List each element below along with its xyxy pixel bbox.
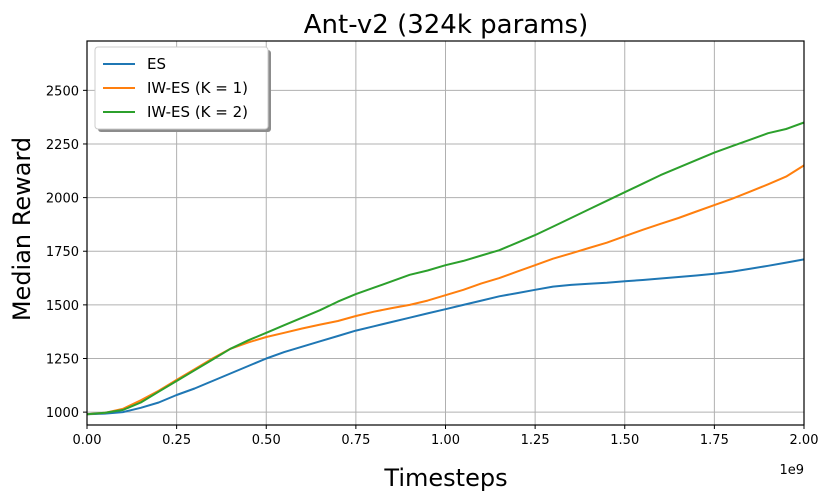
x-ticks: 0.00 0.25 0.50 0.75 1.00 1.25 1.50 1.75 2.00 (73, 425, 819, 448)
x-offset-label: 1e9 (779, 463, 804, 478)
x-tick-label: 1.25 (521, 433, 550, 448)
x-tick-label: 1.75 (700, 433, 729, 448)
x-tick-label: 0.25 (162, 433, 191, 448)
y-axis-label: Median Reward (8, 137, 36, 321)
y-tick-label: 2250 (46, 138, 79, 153)
chart-title: Ant-v2 (324k params) (304, 10, 589, 40)
y-ticks: 1000 1250 1500 1750 2000 2250 2500 (46, 84, 87, 421)
series-line-3 (86, 121, 805, 416)
legend-label: IW-ES (K = 1) (147, 79, 248, 97)
legend-label: IW-ES (K = 2) (147, 103, 248, 121)
legend-box (94, 46, 269, 130)
y-tick-label: 1750 (46, 245, 79, 260)
y-tick-label: 1000 (46, 406, 79, 421)
y-tick-label: 1500 (46, 299, 79, 314)
y-tick-label: 2000 (46, 192, 79, 207)
x-tick-label: 0.50 (252, 433, 281, 448)
x-tick-label: 1.00 (431, 433, 460, 448)
series-line-1 (86, 258, 805, 416)
x-tick-label: 0.75 (341, 433, 370, 448)
x-tick-label: 0.00 (73, 433, 102, 448)
x-tick-label: 1.50 (610, 433, 639, 448)
grid (86, 41, 805, 425)
x-tick-label: 2.00 (790, 433, 819, 448)
legend-label: ES (147, 55, 166, 73)
y-tick-label: 1250 (46, 352, 79, 367)
y-tick-label: 2500 (46, 84, 79, 99)
series-group (86, 121, 805, 416)
legend: ES IW-ES (K = 1) IW-ES (K = 2) (94, 46, 271, 132)
x-axis-label: Timesteps (383, 464, 507, 492)
